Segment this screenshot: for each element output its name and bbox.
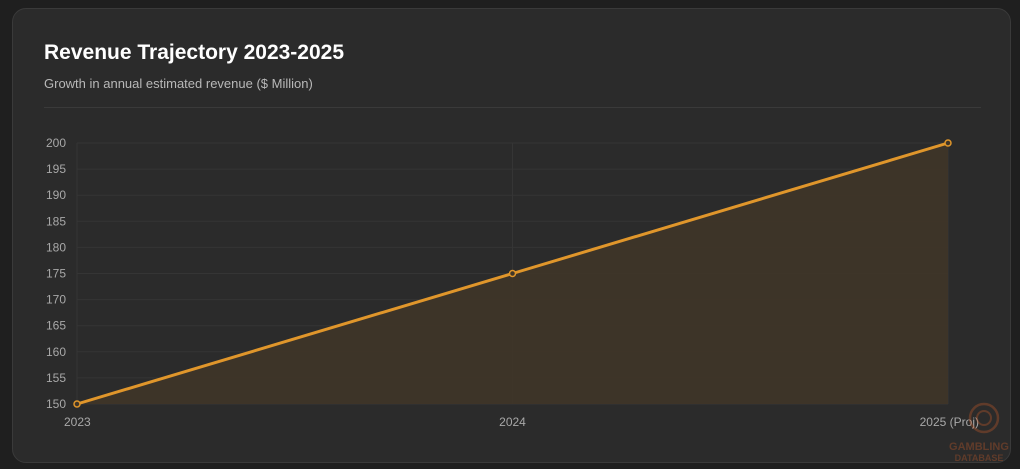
data-point[interactable] — [944, 139, 952, 147]
y-tick-label: 190 — [46, 188, 66, 202]
y-tick-label: 175 — [46, 267, 66, 281]
data-point[interactable] — [508, 269, 517, 278]
x-axis-ticks: 2023 2024 2025 (Proj) — [64, 415, 979, 429]
y-tick-label: 155 — [46, 371, 66, 385]
x-tick-label: 2024 — [499, 415, 526, 429]
x-tick-label: 2025 (Proj) — [920, 415, 979, 429]
svg-text:GAMBLING: GAMBLING — [949, 441, 1009, 453]
chart-title: Revenue Trajectory 2023-2025 — [44, 41, 345, 64]
y-tick-label: 160 — [46, 345, 66, 359]
y-tick-label: 165 — [46, 319, 66, 333]
y-tick-label: 170 — [46, 293, 66, 307]
y-tick-label: 195 — [46, 162, 66, 176]
chip-logo-icon: GAMBLING DATABASE — [949, 402, 1009, 463]
x-tick-label: 2023 — [64, 415, 91, 429]
y-axis-ticks: 150 155 160 165 170 175 180 185 190 195 200 — [46, 136, 66, 411]
y-tick-label: 150 — [46, 397, 66, 411]
y-tick-label: 180 — [46, 240, 66, 254]
y-tick-label: 200 — [46, 136, 66, 150]
y-tick-label: 185 — [46, 214, 66, 228]
chart-subtitle: Growth in annual estimated revenue ($ Mi… — [44, 76, 313, 91]
header-divider — [44, 107, 981, 108]
svg-text:DATABASE: DATABASE — [955, 453, 1004, 463]
data-points — [73, 139, 952, 408]
data-point[interactable] — [73, 400, 81, 408]
